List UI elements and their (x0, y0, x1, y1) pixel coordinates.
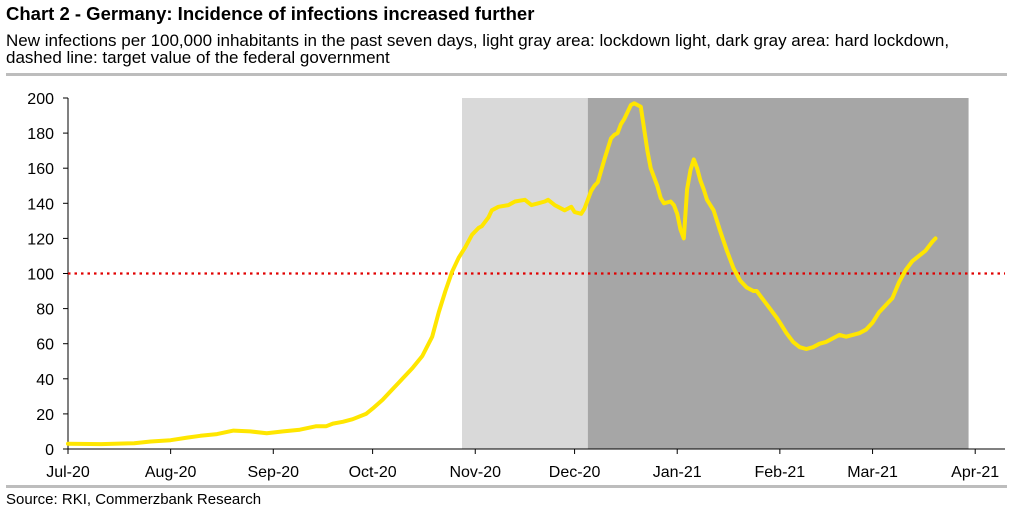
bottom-divider (6, 485, 1007, 488)
y-tick-label: 80 (36, 302, 54, 319)
y-axis: 0 20 40 60 80 100 120 140 160 180 200 (27, 91, 69, 459)
chart-subtitle: New infections per 100,000 inhabitants i… (6, 31, 950, 67)
y-tick-label: 120 (27, 231, 54, 248)
y-tick-label: 160 (27, 161, 54, 178)
series-group (66, 101, 938, 447)
y-tick-label: 140 (27, 196, 54, 213)
x-tick-label: Apr-21 (951, 464, 999, 481)
x-tick-label: Jan-21 (653, 464, 702, 481)
x-tick-label: Feb-21 (755, 464, 806, 481)
y-tick-label: 100 (27, 267, 54, 284)
x-tick-label: Aug-20 (145, 464, 197, 481)
y-tick-label: 0 (45, 442, 54, 459)
series-line-1 (66, 101, 938, 447)
y-tick-label: 40 (36, 372, 54, 389)
x-tick-label: Jul-20 (46, 464, 90, 481)
x-tick-label: Mar-21 (847, 464, 898, 481)
x-tick-label: Sep-20 (247, 464, 299, 481)
y-tick-label: 20 (36, 407, 54, 424)
top-divider (6, 73, 1007, 76)
x-tick-label: Nov-20 (449, 464, 501, 481)
chart-title: Chart 2 - Germany: Incidence of infectio… (6, 3, 535, 24)
y-tick-label: 200 (27, 91, 54, 108)
x-tick-label: Oct-20 (349, 464, 397, 481)
x-tick-label: Dec-20 (549, 464, 601, 481)
y-tick-label: 180 (27, 126, 54, 143)
y-tick-label: 60 (36, 337, 54, 354)
x-axis: Jul-20 Aug-20 Sep-20 Oct-20 Nov-20 Dec-20 Jan-… (46, 448, 1005, 481)
source-note: Source: RKI, Commerzbank Research (6, 491, 262, 508)
